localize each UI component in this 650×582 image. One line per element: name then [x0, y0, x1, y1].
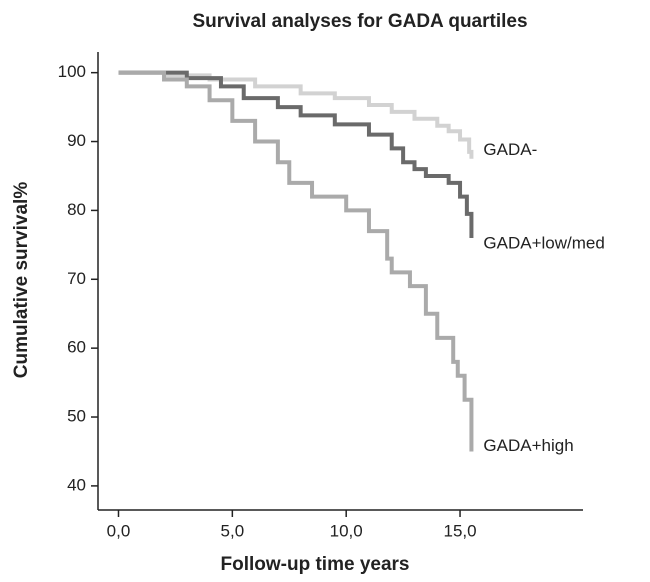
x-tick-label: 15,0 — [443, 521, 476, 540]
survival-line — [118, 70, 474, 159]
series-label: GADA+low/med — [483, 233, 604, 252]
x-tick-label: 0,0 — [107, 521, 131, 540]
x-tick-label: 5,0 — [221, 521, 245, 540]
y-tick-label: 70 — [67, 269, 86, 288]
y-tick-label: 80 — [67, 200, 86, 219]
survival-line — [118, 70, 474, 238]
series-label: GADA+high — [483, 436, 573, 455]
y-tick-label: 100 — [58, 62, 86, 81]
x-tick-label: 10,0 — [330, 521, 363, 540]
y-tick-label: 40 — [67, 475, 86, 494]
survival-line — [118, 70, 474, 452]
y-tick-label: 60 — [67, 338, 86, 357]
x-axis-label: Follow-up time years — [221, 554, 410, 575]
y-tick-label: 50 — [67, 407, 86, 426]
series-label: GADA- — [483, 140, 537, 159]
y-tick-label: 90 — [67, 131, 86, 150]
y-axis-label: Cumulative survival% — [11, 182, 32, 379]
chart-title: Survival analyses for GADA quartiles — [192, 11, 527, 32]
